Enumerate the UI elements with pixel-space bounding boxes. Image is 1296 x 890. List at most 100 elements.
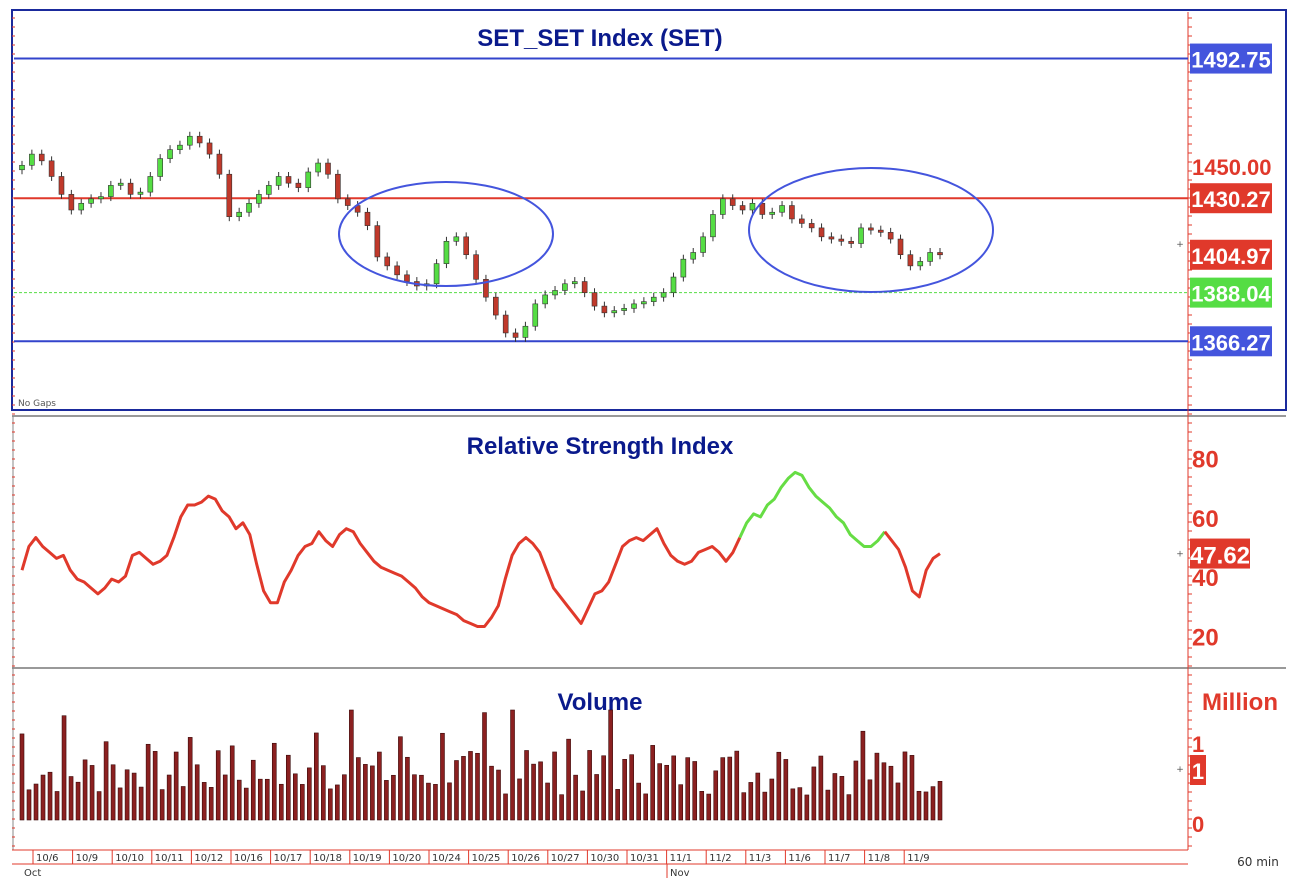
rsi-axis-tick: 80: [1192, 447, 1219, 474]
volume-bar: [650, 745, 655, 821]
candle-body: [48, 160, 55, 177]
candle-body: [374, 225, 381, 258]
candle-body: [739, 205, 746, 211]
candle-body: [344, 198, 351, 206]
volume-bar: [194, 764, 200, 821]
volume-bar: [496, 769, 501, 821]
rsi-axis-tick: 40: [1192, 565, 1219, 592]
date-axis-label: 10/31: [630, 853, 659, 864]
candle-body: [38, 153, 45, 162]
volume-bar: [832, 773, 838, 821]
candle-body: [631, 303, 637, 309]
volume-bar: [503, 793, 508, 821]
price-level-label: 1492.75: [1191, 48, 1271, 73]
volume-bar: [47, 771, 53, 821]
volume-bar: [236, 779, 242, 821]
candle-body: [453, 236, 460, 242]
candle-body: [256, 194, 262, 204]
price-level-badge: [1190, 326, 1272, 357]
date-axis-label: 10/27: [551, 853, 580, 864]
date-axis-label: 10/10: [115, 853, 144, 864]
volume-bar: [440, 732, 445, 821]
volume-bar: [328, 788, 333, 821]
volume-bar: [75, 781, 81, 821]
candle-body: [868, 227, 874, 231]
volume-bar: [419, 774, 424, 821]
volume-bar: [517, 778, 522, 821]
volume-bar: [594, 774, 599, 821]
volume-bar: [853, 760, 859, 821]
volume-bar: [545, 782, 550, 821]
volume-bar: [159, 789, 165, 821]
date-axis-label: 11/6: [788, 853, 810, 864]
candle-body: [147, 176, 154, 193]
volume-bar: [930, 786, 936, 821]
candle-body: [78, 202, 85, 211]
date-axis-label: 10/6: [36, 853, 58, 864]
candle-body: [88, 198, 94, 204]
date-axis-label: 11/1: [670, 853, 692, 864]
candle-body: [700, 236, 706, 253]
volume-bar: [797, 787, 803, 821]
candle-body: [887, 232, 894, 240]
candle-body: [650, 296, 657, 302]
candle-body: [848, 240, 854, 244]
volume-bar: [229, 745, 235, 821]
candle-body: [236, 211, 242, 218]
volume-bar: [201, 782, 207, 821]
volume-bar: [734, 750, 740, 821]
date-axis-label: 10/30: [590, 853, 619, 864]
highlight-ellipse: [338, 181, 554, 287]
volume-bar: [713, 770, 719, 821]
volume-bar: [370, 765, 375, 821]
volume-bar: [937, 781, 943, 821]
volume-bar: [608, 709, 613, 821]
candle-body: [799, 218, 805, 224]
candle-body: [720, 198, 726, 215]
volume-bar: [264, 778, 270, 821]
candle-body: [275, 176, 282, 186]
date-axis-label: 11/3: [749, 853, 771, 864]
volume-value-label: 1: [1192, 759, 1204, 784]
volume-bar: [566, 738, 571, 821]
candle-body: [571, 281, 578, 285]
volume-bar: [257, 778, 263, 821]
candle-body: [759, 202, 766, 215]
volume-bar: [888, 765, 894, 821]
price-chart-title: SET_SET Index (SET): [477, 25, 722, 52]
date-axis-label: 10/16: [234, 853, 263, 864]
volume-bar: [804, 794, 810, 821]
candle-body: [808, 223, 815, 229]
candle-body: [394, 265, 400, 276]
candle-body: [690, 252, 697, 260]
candle-body: [384, 256, 391, 267]
volume-bar: [909, 755, 915, 821]
candle-body: [187, 135, 193, 146]
candle-body: [927, 252, 933, 262]
date-axis-label: 10/19: [353, 853, 382, 864]
price-level-badge: [1190, 43, 1272, 74]
volume-bar: [447, 782, 452, 821]
volume-bar: [426, 782, 431, 821]
volume-bar: [776, 751, 782, 821]
volume-bar: [292, 773, 298, 821]
candle-body: [502, 314, 509, 334]
candle-body: [641, 301, 647, 305]
volume-unit-label: Million: [1202, 689, 1278, 716]
no-gaps-note: No Gaps: [18, 399, 56, 409]
volume-bar: [124, 769, 130, 821]
candle-body: [779, 205, 785, 213]
candle-body: [68, 194, 75, 211]
volume-bar: [180, 786, 186, 821]
rsi-value-label: 47.62: [1190, 543, 1250, 570]
volume-bar: [923, 791, 929, 821]
candle-body: [117, 182, 124, 186]
volume-bar: [391, 774, 396, 821]
volume-bar: [489, 765, 494, 821]
volume-bar: [573, 774, 578, 821]
candle-body: [828, 236, 835, 240]
volume-bar: [510, 709, 515, 821]
date-axis-label: 11/9: [907, 853, 929, 864]
date-axis-label: 10/18: [313, 853, 342, 864]
volume-bar: [187, 737, 193, 821]
